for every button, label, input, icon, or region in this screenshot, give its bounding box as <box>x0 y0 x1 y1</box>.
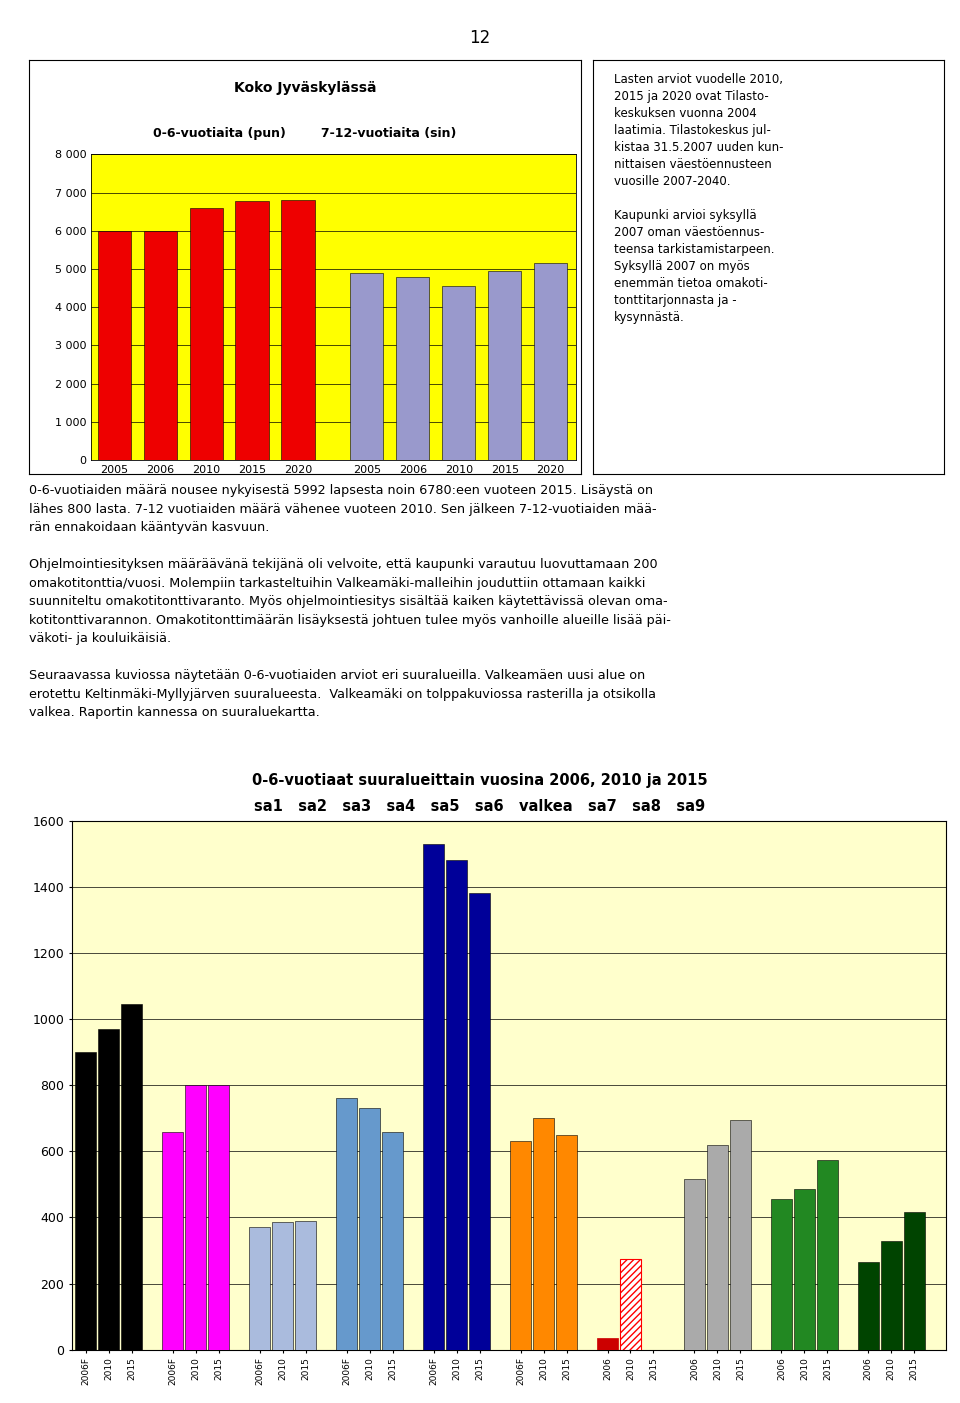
Bar <box>533 1118 554 1350</box>
Bar <box>858 1263 878 1350</box>
Bar <box>76 1052 96 1350</box>
Bar <box>250 1228 270 1350</box>
Bar <box>817 1160 838 1350</box>
Bar <box>185 1086 206 1350</box>
Bar <box>336 1099 357 1350</box>
Text: 0-6-vuotiaat suuralueittain vuosina 2006, 2010 ja 2015: 0-6-vuotiaat suuralueittain vuosina 2006… <box>252 773 708 788</box>
Bar <box>597 1338 618 1350</box>
Bar <box>99 1028 119 1350</box>
Bar <box>296 1221 316 1350</box>
Text: Koko Jyväskylässä: Koko Jyväskylässä <box>233 81 376 95</box>
Text: 0-6-vuotiaita (pun)        7-12-vuotiaita (sin): 0-6-vuotiaita (pun) 7-12-vuotiaita (sin) <box>153 126 457 139</box>
Bar <box>489 271 521 460</box>
Bar <box>446 860 467 1350</box>
Bar <box>794 1190 815 1350</box>
Bar <box>904 1212 924 1350</box>
Bar <box>443 286 475 460</box>
Bar <box>469 894 490 1350</box>
Bar <box>730 1120 751 1350</box>
Bar <box>350 272 383 460</box>
Bar <box>144 230 177 460</box>
Bar <box>620 1258 641 1350</box>
Bar <box>235 201 269 460</box>
Bar <box>423 843 444 1350</box>
Bar <box>273 1222 293 1350</box>
Bar <box>208 1086 229 1350</box>
Text: sa1   sa2   sa3   sa4   sa5   sa6   valkea   sa7   sa8   sa9: sa1 sa2 sa3 sa4 sa5 sa6 valkea sa7 sa8 s… <box>254 798 706 814</box>
Bar <box>534 264 567 460</box>
Text: Lasten arviot vuodelle 2010,
2015 ja 2020 ovat Tilasto-
keskuksen vuonna 2004
la: Lasten arviot vuodelle 2010, 2015 ja 202… <box>614 73 783 324</box>
Bar <box>189 208 223 460</box>
Bar <box>162 1131 183 1350</box>
Bar <box>359 1108 380 1350</box>
Bar <box>771 1200 792 1350</box>
Bar <box>684 1180 705 1350</box>
Text: 0-6-vuotiaiden määrä nousee nykyisestä 5992 lapsesta noin 6780:een vuoteen 2015.: 0-6-vuotiaiden määrä nousee nykyisestä 5… <box>29 484 671 718</box>
Text: 12: 12 <box>469 29 491 48</box>
Bar <box>98 230 131 460</box>
Bar <box>708 1145 728 1350</box>
Bar <box>382 1131 403 1350</box>
Bar <box>881 1240 901 1350</box>
Bar <box>281 201 315 460</box>
Bar <box>510 1142 531 1350</box>
Bar <box>556 1135 577 1350</box>
Bar <box>121 1005 142 1350</box>
Bar <box>396 276 429 460</box>
